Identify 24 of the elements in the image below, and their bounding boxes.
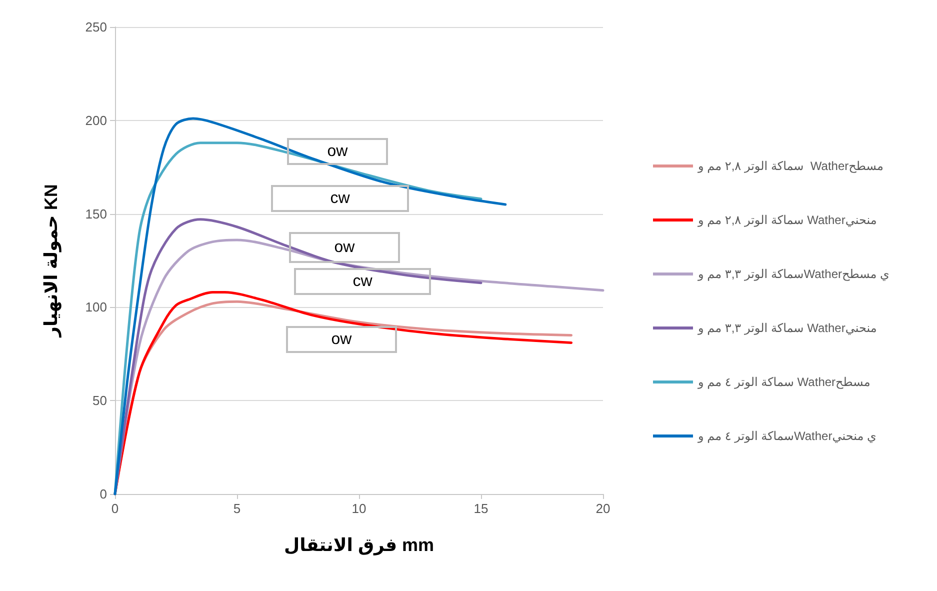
x-tick-label: 0 — [111, 501, 119, 516]
x-tick-label: 5 — [233, 501, 241, 516]
y-tick-label: 100 — [85, 300, 107, 315]
legend-label: سماكة الوتر ٢,٨ مم و Watherمسطح — [697, 159, 884, 173]
legend-label: سماكة الوتر ٤ مم وWatherي منحني — [697, 429, 876, 443]
annotation: ow — [327, 142, 348, 160]
y-tick-label: 250 — [85, 20, 107, 34]
x-tick-label: 20 — [596, 501, 610, 516]
y-tick-label: 0 — [100, 486, 107, 502]
x-tick-label: 10 — [352, 501, 366, 516]
y-axis-title: حمولة الانهيار KN — [41, 184, 62, 338]
annotation: ow — [331, 330, 352, 348]
y-tick-label: 50 — [92, 393, 107, 408]
annotation: cw — [330, 190, 350, 208]
annotation: ow — [334, 238, 355, 256]
x-tick-label: 15 — [474, 501, 488, 516]
legend-label: سماكة الوتر ٣,٣ مم وWatherي مسطح — [697, 267, 890, 281]
legend-label: سماكة الوتر ٤ مم و Watherمسطح — [697, 375, 870, 389]
y-tick-label: 200 — [85, 112, 107, 128]
y-tick-label: 150 — [85, 206, 107, 222]
legend-label: سماكة الوتر ٢,٨ مم و Watherمنحني — [697, 213, 877, 227]
legend-label: سماكة الوتر ٣,٣ مم و Watherمنحني — [697, 321, 877, 335]
x-axis-title: فرق الانتقال mm — [284, 535, 434, 556]
annotation: cw — [352, 272, 372, 290]
